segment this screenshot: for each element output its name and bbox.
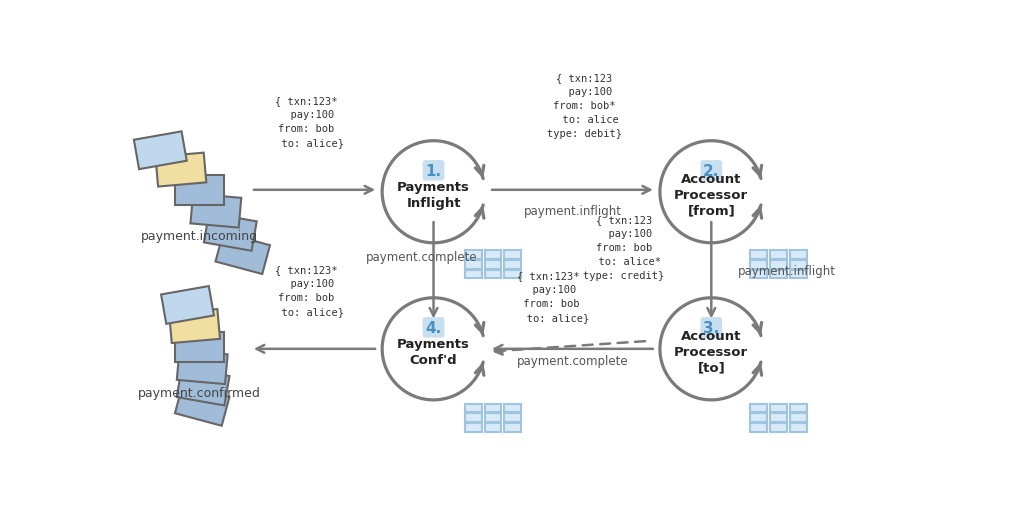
FancyBboxPatch shape <box>484 270 502 279</box>
FancyBboxPatch shape <box>175 385 229 426</box>
Text: { txn:123
  pay:100
from: bob
  to: alice*
type: credit}: { txn:123 pay:100 from: bob to: alice* t… <box>584 214 665 280</box>
FancyBboxPatch shape <box>770 414 787 422</box>
FancyBboxPatch shape <box>505 414 521 422</box>
FancyBboxPatch shape <box>465 414 481 422</box>
Text: payment.confirmed: payment.confirmed <box>138 386 261 400</box>
FancyBboxPatch shape <box>215 233 270 274</box>
FancyBboxPatch shape <box>751 270 767 279</box>
FancyBboxPatch shape <box>505 423 521 432</box>
FancyBboxPatch shape <box>465 251 481 259</box>
FancyBboxPatch shape <box>484 251 502 259</box>
Text: { txn:123
  pay:100
from: bob*
  to: alice
type: debit}: { txn:123 pay:100 from: bob* to: alice t… <box>547 73 622 139</box>
FancyBboxPatch shape <box>190 194 242 228</box>
Text: payment.inflight: payment.inflight <box>737 264 836 277</box>
FancyBboxPatch shape <box>465 404 481 412</box>
FancyBboxPatch shape <box>751 251 767 259</box>
Text: Account
Processor
[to]: Account Processor [to] <box>674 329 749 374</box>
FancyBboxPatch shape <box>791 251 807 259</box>
Text: { txn:123*
  pay:100
 from: bob
   to: alice}: { txn:123* pay:100 from: bob to: alice} <box>508 270 589 322</box>
FancyBboxPatch shape <box>484 261 502 269</box>
FancyBboxPatch shape <box>770 423 787 432</box>
Text: 4.: 4. <box>425 320 441 335</box>
FancyBboxPatch shape <box>770 261 787 269</box>
FancyBboxPatch shape <box>505 404 521 412</box>
Text: Payments
Conf'd: Payments Conf'd <box>397 337 470 366</box>
FancyBboxPatch shape <box>791 414 807 422</box>
FancyBboxPatch shape <box>484 423 502 432</box>
FancyBboxPatch shape <box>751 404 767 412</box>
FancyBboxPatch shape <box>177 368 229 406</box>
FancyBboxPatch shape <box>505 261 521 269</box>
Text: payment.incoming: payment.incoming <box>141 230 258 243</box>
FancyBboxPatch shape <box>770 404 787 412</box>
FancyBboxPatch shape <box>204 214 257 251</box>
FancyBboxPatch shape <box>484 414 502 422</box>
FancyBboxPatch shape <box>791 261 807 269</box>
Text: Account
Processor
[from]: Account Processor [from] <box>674 173 749 217</box>
Text: { txn:123*
  pay:100
from: bob
  to: alice}: { txn:123* pay:100 from: bob to: alice} <box>269 264 344 316</box>
FancyBboxPatch shape <box>791 423 807 432</box>
FancyBboxPatch shape <box>134 132 186 170</box>
FancyBboxPatch shape <box>175 176 223 205</box>
Text: 3.: 3. <box>703 320 720 335</box>
Text: 2.: 2. <box>703 163 720 179</box>
FancyBboxPatch shape <box>156 153 206 187</box>
Text: Payments
Inflight: Payments Inflight <box>397 181 470 209</box>
Text: payment.inflight: payment.inflight <box>523 204 622 217</box>
FancyBboxPatch shape <box>465 261 481 269</box>
FancyBboxPatch shape <box>751 414 767 422</box>
FancyBboxPatch shape <box>751 261 767 269</box>
Text: payment.complete: payment.complete <box>516 354 629 367</box>
FancyBboxPatch shape <box>177 350 227 384</box>
Text: payment.complete: payment.complete <box>366 250 477 264</box>
FancyBboxPatch shape <box>169 309 220 344</box>
FancyBboxPatch shape <box>161 287 214 324</box>
FancyBboxPatch shape <box>505 251 521 259</box>
FancyBboxPatch shape <box>465 270 481 279</box>
FancyBboxPatch shape <box>791 270 807 279</box>
FancyBboxPatch shape <box>505 270 521 279</box>
FancyBboxPatch shape <box>770 251 787 259</box>
Text: { txn:123*
  pay:100
from: bob
  to: alice}: { txn:123* pay:100 from: bob to: alice} <box>269 96 344 148</box>
FancyBboxPatch shape <box>465 423 481 432</box>
Text: 1.: 1. <box>426 163 441 179</box>
FancyBboxPatch shape <box>484 404 502 412</box>
FancyBboxPatch shape <box>791 404 807 412</box>
FancyBboxPatch shape <box>770 270 787 279</box>
FancyBboxPatch shape <box>175 332 223 362</box>
FancyBboxPatch shape <box>751 423 767 432</box>
